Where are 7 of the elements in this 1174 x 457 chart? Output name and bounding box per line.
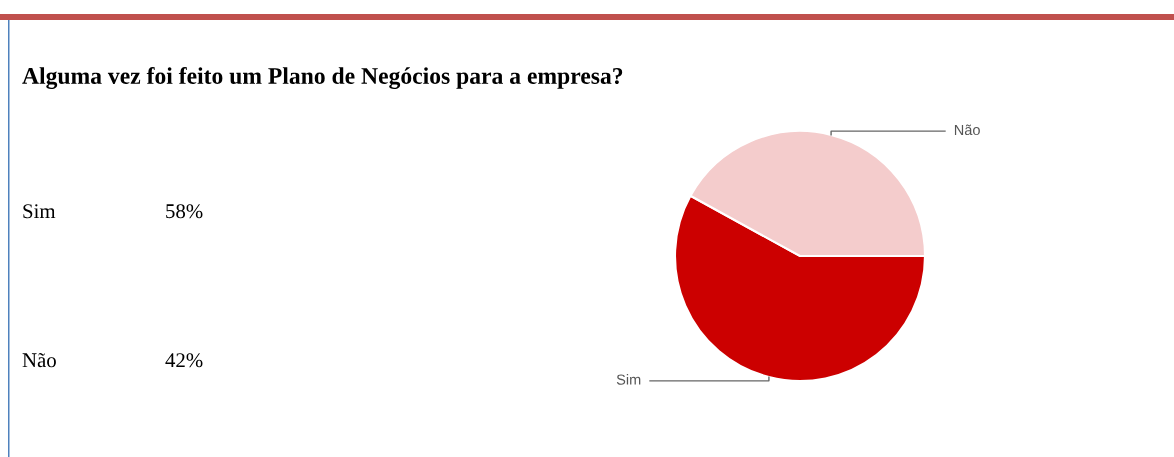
text: Alguma vez foi feito um Plano de Negócios para a empresa? <box>22 67 623 89</box>
slice-label: Sim <box>616 374 641 385</box>
category-label: Não <box>22 352 56 368</box>
text: 42% <box>165 353 203 368</box>
slice-label: Não <box>954 124 980 136</box>
text: 58% <box>166 204 203 219</box>
category-label: Sim <box>23 204 56 219</box>
